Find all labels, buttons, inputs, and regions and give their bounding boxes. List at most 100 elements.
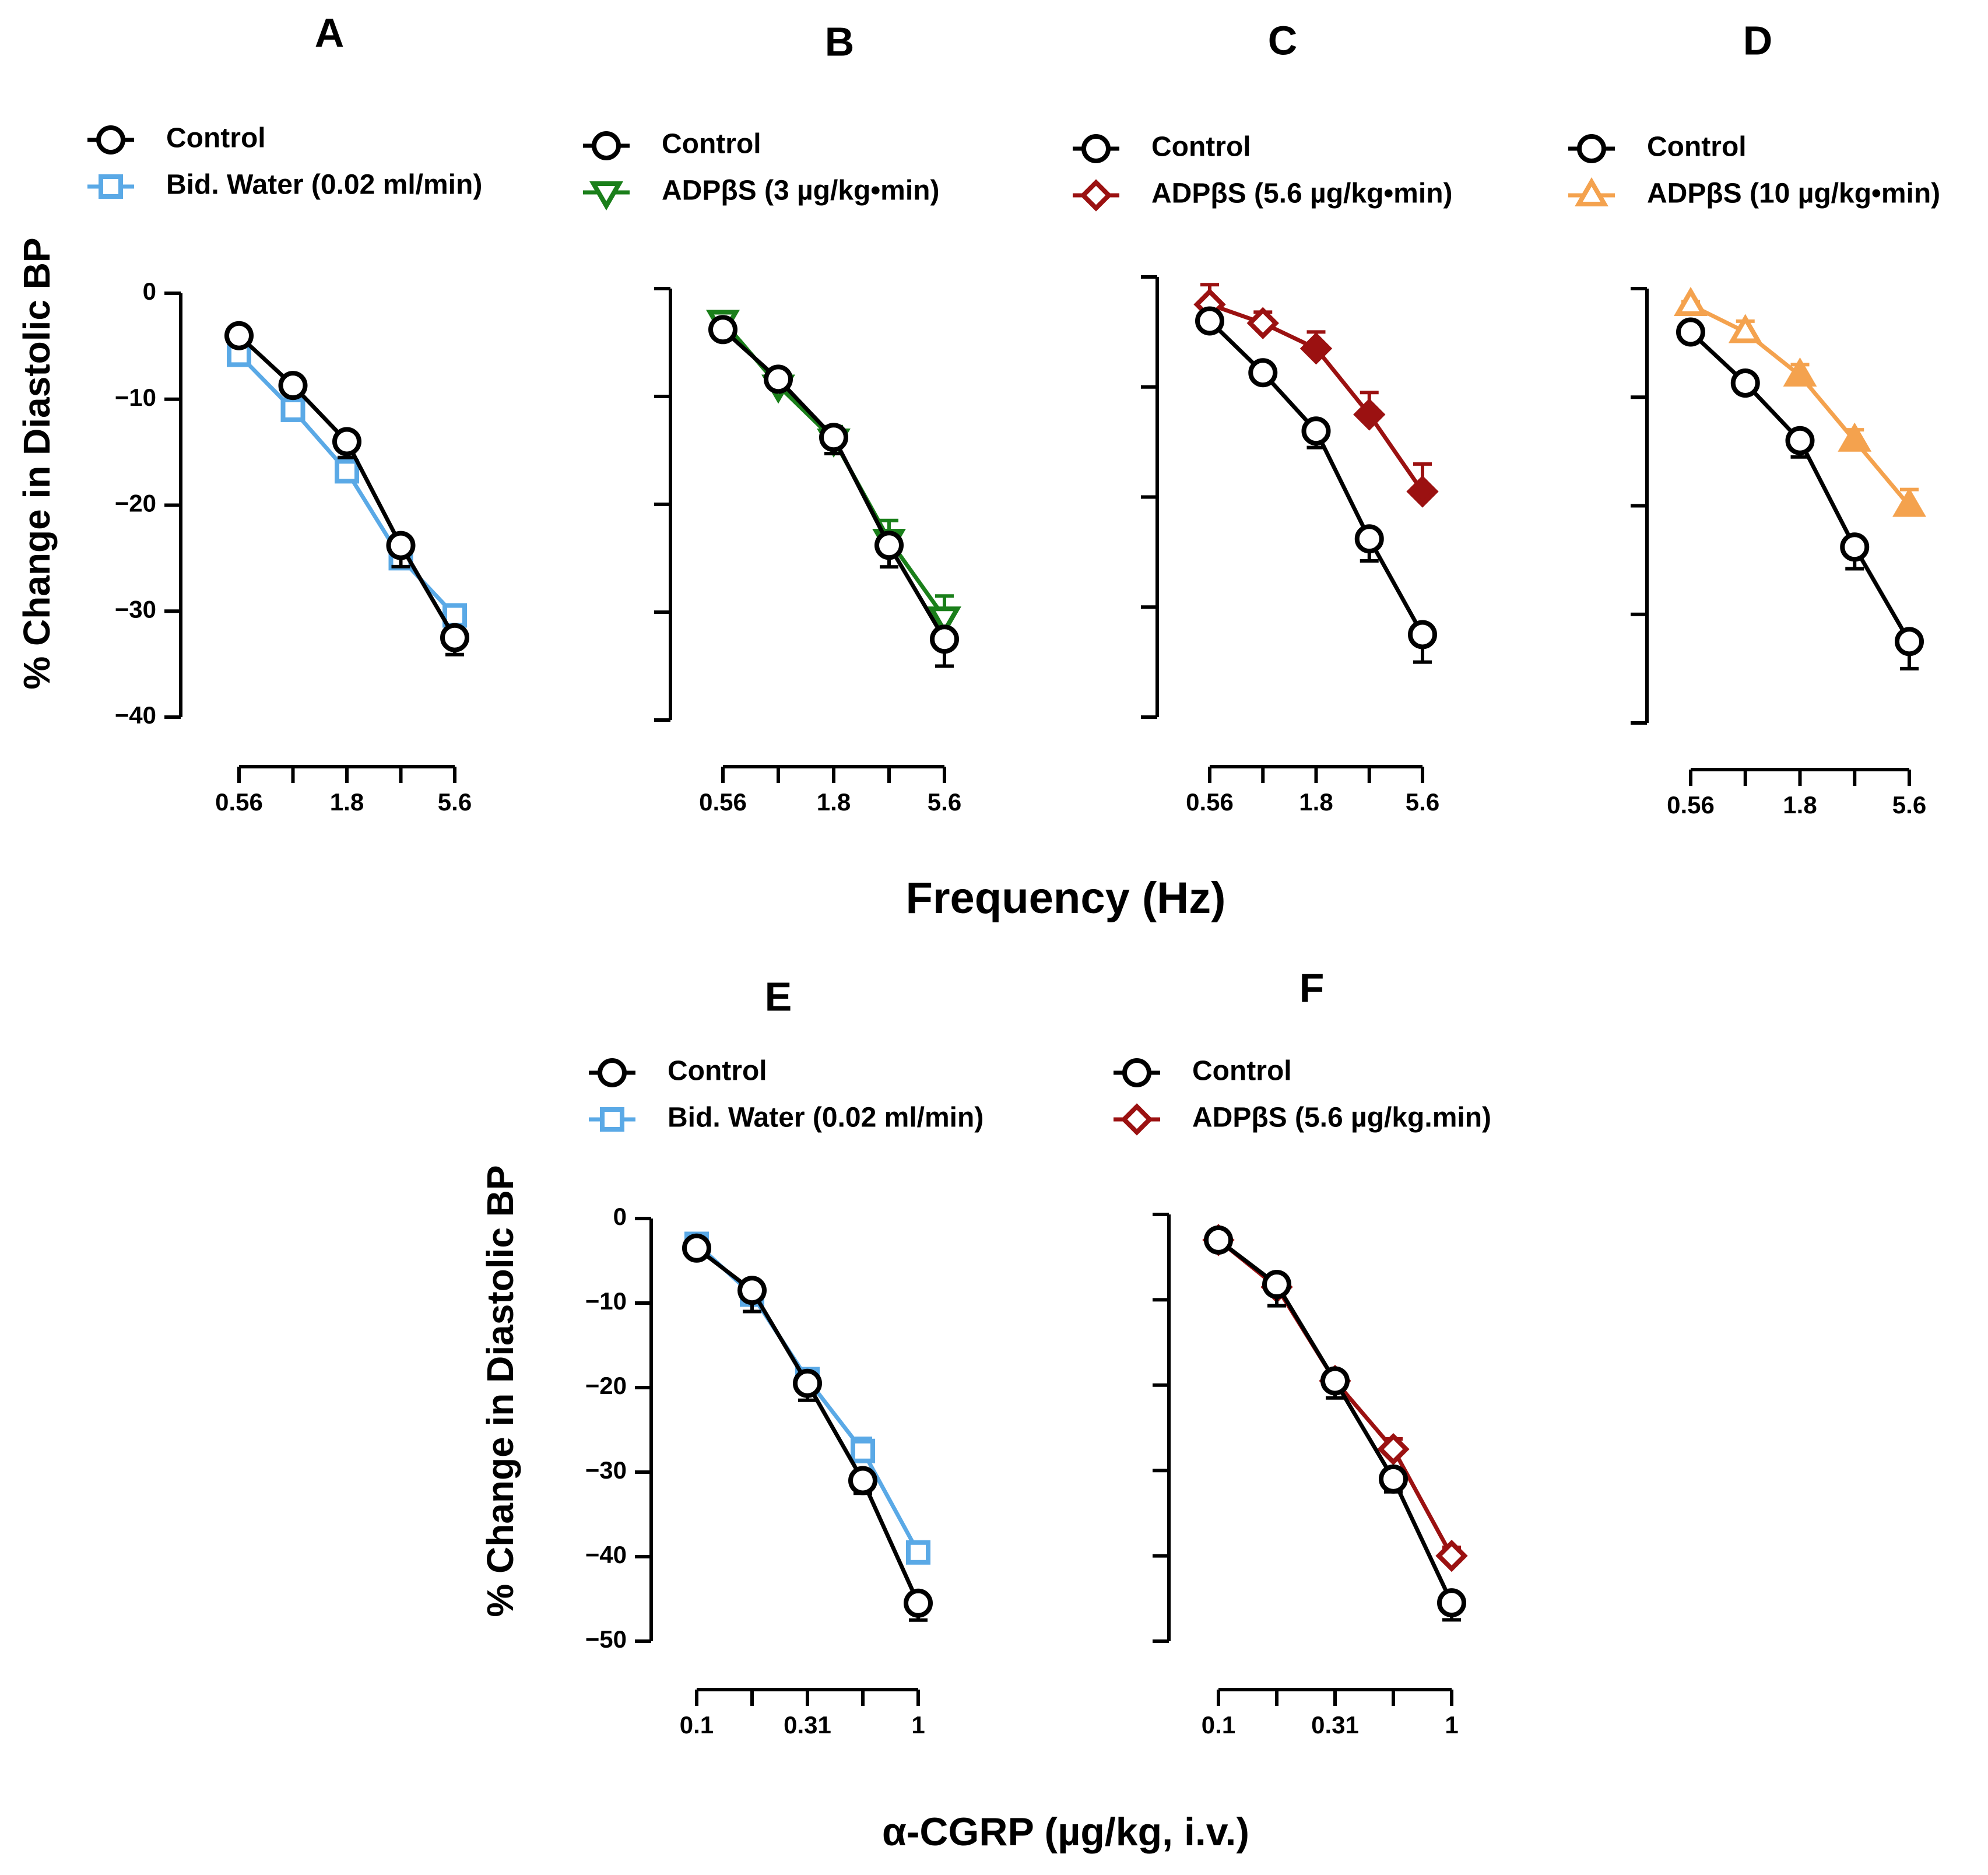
legend-marker <box>1080 179 1112 212</box>
data-point <box>1676 317 1705 347</box>
data-point <box>1301 416 1331 446</box>
legend-marker <box>1122 1058 1151 1087</box>
data-point <box>874 531 904 560</box>
legend-label: ADPβS (3 µg/kg•min) <box>662 175 939 206</box>
data-point <box>1354 524 1384 554</box>
y-tick-label: −20 <box>585 1372 627 1399</box>
x-tick-label: 1.8 <box>817 788 851 816</box>
legend-label: Control <box>166 123 266 154</box>
data-point <box>906 1540 930 1565</box>
data-point <box>1840 532 1870 562</box>
data-point <box>848 1466 877 1495</box>
series-treatment <box>1193 283 1439 508</box>
series-treatment <box>706 310 961 636</box>
legend-label: Control <box>1151 132 1251 163</box>
top-x-axis-title: Frequency (Hz) <box>906 873 1226 923</box>
data-point <box>930 624 959 654</box>
data-point <box>1379 1464 1408 1494</box>
legend-marker <box>99 174 123 199</box>
legend-label: Control <box>668 1056 767 1087</box>
data-point <box>1406 475 1439 508</box>
legend-marker <box>592 131 621 160</box>
series-line <box>721 319 946 619</box>
data-point <box>1204 1225 1233 1255</box>
x-tick-label: 5.6 <box>928 788 961 816</box>
data-point <box>1248 358 1278 388</box>
data-point <box>1895 627 1924 656</box>
data-point <box>1195 306 1224 336</box>
x-tick-label: 1 <box>911 1711 925 1739</box>
legend-item: ADPβS (5.6 µg/kg•min) <box>1073 178 1453 212</box>
panel-letter: E <box>765 974 792 1019</box>
legend-label: ADPβS (5.6 µg/kg.min) <box>1192 1102 1491 1133</box>
panel-e: E Control Bid. Water (0.02 ml/min) 0 −10 −20 −… <box>585 974 984 1739</box>
data-point <box>224 321 254 350</box>
y-tick-label: −30 <box>115 595 156 623</box>
series-line <box>1208 319 1425 636</box>
x-tick-label: 0.1 <box>680 1711 714 1739</box>
x-tick-label: 0.56 <box>699 788 747 816</box>
legend-marker <box>1577 134 1606 163</box>
x-tick-label: 0.1 <box>1202 1711 1235 1739</box>
data-point <box>280 397 305 422</box>
panel-a: A Control Bid. Water (0.02 ml/min) 0 −10 −20 −… <box>87 10 482 816</box>
legend-item: ADPβS (10 µg/kg•min) <box>1568 177 1940 209</box>
x-tick-label: 1.8 <box>1783 791 1817 819</box>
data-point <box>1262 1270 1291 1300</box>
x-tick-label: 5.6 <box>1406 788 1439 816</box>
panel-letter: C <box>1268 17 1298 63</box>
legend-label: Control <box>662 129 761 160</box>
panel-letter: A <box>315 10 345 55</box>
legend-marker <box>1575 177 1608 206</box>
data-point <box>1320 1366 1350 1396</box>
data-point <box>928 606 961 636</box>
legend-label: ADPβS (10 µg/kg•min) <box>1647 178 1940 209</box>
legend-marker <box>1121 1103 1153 1136</box>
bottom-y-axis-title: % Change in Diastolic BP <box>479 1165 521 1617</box>
x-tick-label: 1.8 <box>1299 788 1333 816</box>
series-control <box>682 1233 933 1622</box>
y-tick-label: −20 <box>115 490 156 517</box>
data-point <box>332 427 361 457</box>
data-point <box>1246 307 1279 339</box>
panels: A Control Bid. Water (0.02 ml/min) 0 −10 −20 −… <box>87 10 1940 1739</box>
x-tick-label: 5.6 <box>1892 791 1926 819</box>
data-point <box>1730 368 1760 398</box>
data-point <box>1674 286 1708 316</box>
data-point <box>1377 1432 1410 1466</box>
legend-label: Bid. Water (0.02 ml/min) <box>668 1102 984 1133</box>
panel-b: B Control ADPβS (3 µg/kg•min) 0.56 1.8 5.6 <box>583 19 961 816</box>
series-control <box>1676 317 1924 670</box>
x-tick-label: 0.56 <box>1667 791 1715 819</box>
series-control <box>1204 1225 1466 1622</box>
panel-f: F Control ADPβS (5.6 µg/kg.min) 0.1 0.31 1 <box>1114 965 1491 1739</box>
y-tick-label: −30 <box>585 1456 627 1484</box>
data-point <box>1299 332 1333 365</box>
data-point <box>682 1233 711 1263</box>
data-point <box>819 423 848 452</box>
data-point <box>1783 357 1817 387</box>
legend-label: ADPβS (5.6 µg/kg•min) <box>1151 178 1453 209</box>
data-point <box>904 1588 933 1618</box>
top-y-axis-title: % Change in Diastolic BP <box>16 237 58 689</box>
data-point <box>1838 422 1872 452</box>
legend-label: Control <box>1647 132 1747 163</box>
legend-label: Control <box>1192 1056 1292 1087</box>
data-point <box>1435 1539 1468 1572</box>
y-tick-label: 0 <box>613 1203 627 1230</box>
data-point <box>1728 314 1762 343</box>
data-point <box>440 623 469 652</box>
legend-item: Control <box>87 123 266 155</box>
legend-item: Bid. Water (0.02 ml/min) <box>87 170 482 201</box>
series-line <box>237 353 456 617</box>
legend-marker <box>600 1107 624 1132</box>
panel-letter: B <box>825 19 855 64</box>
panel-d: D Control ADPβS (10 µg/kg•min) 0.56 1.8 5.6 <box>1568 17 1940 819</box>
x-tick-label: 1.8 <box>330 788 364 816</box>
y-tick-label: −10 <box>585 1287 627 1315</box>
x-tick-label: 1 <box>1445 1711 1458 1739</box>
series-treatment <box>1674 286 1926 517</box>
legend-item: Control <box>583 129 761 160</box>
series-line <box>695 1246 921 1604</box>
y-tick-label: 0 <box>143 278 156 305</box>
